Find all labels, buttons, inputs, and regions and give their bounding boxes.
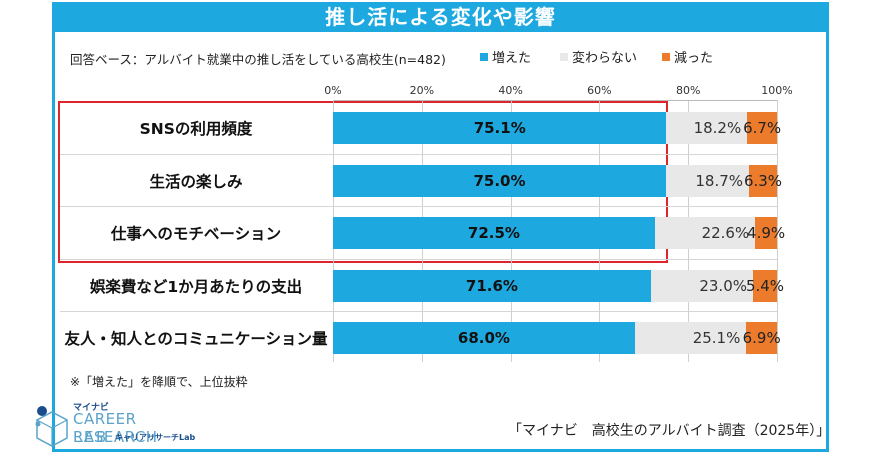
source-citation: 「マイナビ 高校生のアルバイト調査（2025年）」: [508, 423, 831, 439]
bar-increased: 71.6%: [333, 269, 651, 302]
x-tick-label: 60%: [587, 84, 612, 97]
bar-unchanged: 18.7%: [666, 164, 750, 197]
bar-unchanged: 23.0%: [650, 269, 753, 302]
row-separator: [60, 153, 777, 155]
bar-decreased: [753, 269, 777, 302]
legend-item-increased: 増えた: [480, 47, 531, 66]
legend-label-unchanged: 変わらない: [572, 51, 638, 66]
bar-increased: 72.5%: [333, 217, 655, 250]
x-tick-label: 40%: [498, 84, 523, 97]
x-gridline: [777, 100, 778, 362]
axis-line: [333, 100, 777, 101]
bar-increased: 75.1%: [333, 112, 667, 145]
cube-logo-icon: [35, 406, 68, 447]
legend-item-unchanged: 変わらない: [560, 47, 637, 66]
category-label: 仕事へのモチベーション: [110, 225, 282, 244]
data-label-decreased: 6.7%: [743, 119, 782, 138]
logo-line2: LAB: [73, 428, 109, 446]
data-label-decreased: 6.3%: [743, 171, 783, 190]
row-separator: [60, 258, 777, 260]
footnote: ※「増えた」を降順で、上位抜粋: [70, 375, 248, 389]
x-tick-label: 100%: [761, 84, 793, 97]
x-tick-label: 20%: [409, 84, 435, 97]
bar-decreased: [746, 322, 777, 355]
x-tick-label: 80%: [675, 84, 701, 97]
category-label: 生活の楽しみ: [149, 172, 243, 191]
data-label-decreased: 6.9%: [742, 329, 781, 348]
bar-unchanged: 25.1%: [634, 322, 747, 355]
logo-line1: CAREER RESEARCH: [73, 410, 158, 446]
legend-swatch-increased: [480, 52, 488, 61]
career-research-lab-logo: マイナビ CAREER RESEARCH LAB キャリアリサーチLab: [33, 400, 203, 450]
x-tick-label: 0%: [324, 84, 342, 97]
legend-label-decreased: 減った: [674, 51, 714, 66]
data-label-decreased: 5.4%: [745, 276, 785, 295]
bar-unchanged: 18.2%: [666, 112, 748, 145]
chart-subtitle: 回答ベース：アルバイト就業中の推し活をしている高校生(n=482): [70, 52, 446, 67]
chart-title: 推し活による変化や影響: [52, 2, 829, 32]
legend-label-increased: 増えた: [492, 51, 532, 66]
bar-decreased: [749, 164, 777, 197]
bar-unchanged: 22.6%: [654, 217, 756, 250]
bar-increased: 75.0%: [333, 164, 666, 197]
logo-brand: マイナビ: [73, 403, 109, 413]
row-separator: [60, 206, 777, 207]
category-label: 娯楽費など1か月あたりの支出: [89, 277, 303, 296]
data-label-decreased: 4.9%: [747, 224, 786, 243]
row-separator: [60, 311, 777, 312]
legend-item-decreased: 減った: [662, 47, 713, 66]
legend-swatch-decreased: [662, 52, 670, 61]
logo-line3: キャリアリサーチLab: [115, 433, 196, 442]
category-label: 友人・知人とのコミュニケーション量: [64, 330, 328, 349]
bar-increased: 68.0%: [333, 322, 635, 355]
category-label: SNSの利用頻度: [139, 120, 253, 139]
bar-decreased: [755, 217, 777, 250]
bar-decreased: [747, 112, 777, 145]
legend-swatch-unchanged: [560, 52, 568, 61]
